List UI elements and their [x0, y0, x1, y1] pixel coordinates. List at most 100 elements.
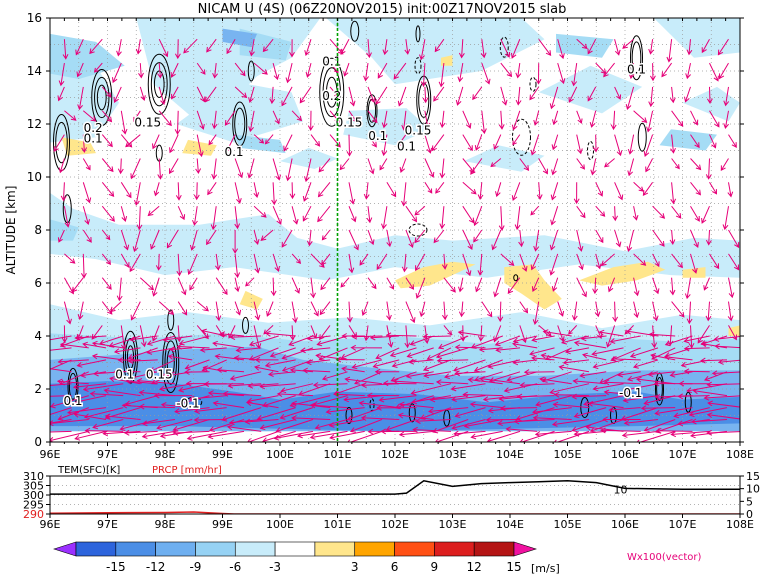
wind-arrow	[610, 110, 617, 131]
wind-arrow	[348, 86, 356, 107]
wind-arrow	[711, 370, 740, 377]
wind-arrow	[386, 301, 392, 321]
wind-arrow	[705, 158, 712, 180]
wind-arrow	[335, 356, 365, 363]
wind-arrow	[690, 229, 699, 249]
surface-x-tick-label: 96E	[40, 518, 61, 531]
y-tick-label: 10	[27, 170, 42, 184]
wind-arrow	[718, 358, 740, 365]
wind-arrow	[141, 430, 176, 439]
wind-arrow	[432, 419, 469, 434]
wind-arrow	[229, 334, 262, 341]
surface-panel: TEM(SFC)[K] PRCP [mm/hr] 10 310305300295…	[23, 465, 760, 531]
wind-arrow	[551, 134, 559, 151]
wind-arrow	[671, 301, 685, 318]
wind-arrow	[50, 407, 72, 416]
wind-arrow	[661, 62, 673, 78]
wind-arrow	[123, 429, 158, 436]
wind-arrow	[608, 406, 641, 413]
cloud-contour	[232, 101, 248, 147]
wind-arrow	[697, 325, 710, 344]
wind-arrow	[178, 335, 210, 346]
wind-arrow	[479, 376, 521, 385]
wind-arrow	[451, 395, 486, 402]
wind-arrow	[723, 110, 729, 129]
wind-arrow	[589, 419, 624, 433]
wind-arrow	[549, 86, 559, 110]
contour-label: 0.15	[146, 367, 173, 381]
cloud-contour	[234, 107, 246, 141]
wind-arrow	[101, 110, 113, 123]
wind-arrow	[340, 347, 365, 360]
wind-arrow	[50, 395, 72, 397]
surface-right-tick-label: 0	[746, 508, 753, 521]
wind-arrow	[494, 335, 521, 347]
wind-arrow	[155, 253, 162, 271]
wind-arrow	[77, 301, 84, 320]
wind-arrow	[211, 158, 218, 180]
wind-arrow	[518, 229, 525, 248]
x-tick-label: 106E	[611, 448, 639, 461]
wind-arrow	[439, 206, 446, 230]
cloud-contour	[319, 57, 345, 127]
wind-arrow	[340, 38, 350, 55]
wind-arrow	[317, 205, 331, 223]
colorbar-box	[155, 541, 196, 557]
wind-arrow	[453, 359, 486, 372]
wind-arrow	[117, 357, 141, 364]
wind-arrow	[189, 229, 198, 251]
wind-arrow	[473, 359, 503, 373]
cloud-contour	[631, 41, 642, 75]
wind-arrow	[611, 356, 641, 362]
wind-arrow	[312, 382, 348, 388]
wind-arrow	[433, 86, 445, 102]
wind-arrow	[573, 430, 607, 437]
wind-arrow	[113, 347, 141, 355]
wind-arrow	[415, 253, 426, 272]
wind-arrow	[684, 277, 691, 300]
wind-arrow	[690, 158, 702, 171]
wind-arrow	[260, 229, 274, 241]
shade-yellow	[504, 264, 562, 310]
wind-arrow	[707, 400, 740, 408]
wind-arrow	[208, 419, 245, 432]
wind-arrow	[636, 430, 676, 442]
wind-arrow	[234, 301, 242, 316]
wind-arrow	[690, 134, 700, 149]
wind-arrow	[562, 359, 590, 366]
wind-arrow	[512, 341, 538, 349]
wind-arrow	[176, 253, 183, 277]
wind-arrow	[280, 383, 314, 394]
wind-arrow	[647, 371, 676, 378]
wind-arrow	[71, 277, 84, 293]
wind-arrow	[193, 182, 200, 201]
wind-arrow	[651, 347, 676, 360]
wind-arrow	[204, 86, 217, 103]
surface-x-tick-label: 98E	[155, 518, 176, 531]
wind-arrow	[72, 383, 107, 390]
wind-arrow	[420, 63, 427, 88]
wind-arrow	[346, 407, 383, 422]
wind-arrow	[273, 430, 314, 441]
wind-arrow	[643, 419, 676, 432]
wind-arrow	[58, 158, 65, 174]
wind-arrow	[366, 39, 372, 59]
wind-arrow	[82, 341, 107, 349]
cloud-contour	[408, 403, 416, 423]
chart-title: NICAM U (4S) (06Z20NOV2015) init:00Z17NO…	[198, 2, 567, 17]
wind-arrow	[579, 371, 607, 379]
legend-temperature: TEM(SFC)[K]	[57, 465, 120, 476]
wind-arrow	[170, 62, 179, 78]
wind-arrow	[557, 39, 565, 60]
wind-arrow	[652, 205, 666, 219]
cloud-contour	[123, 330, 138, 384]
wind-arrow	[709, 182, 718, 195]
wind-arrow	[206, 229, 217, 246]
x-tick-label: 98E	[155, 448, 176, 461]
wind-arrow	[533, 229, 540, 252]
wind-arrow	[573, 182, 580, 205]
wind-arrow	[386, 229, 393, 248]
wind-arrow	[264, 359, 296, 368]
wind-arrow	[376, 404, 417, 411]
wind-arrow	[167, 353, 193, 361]
